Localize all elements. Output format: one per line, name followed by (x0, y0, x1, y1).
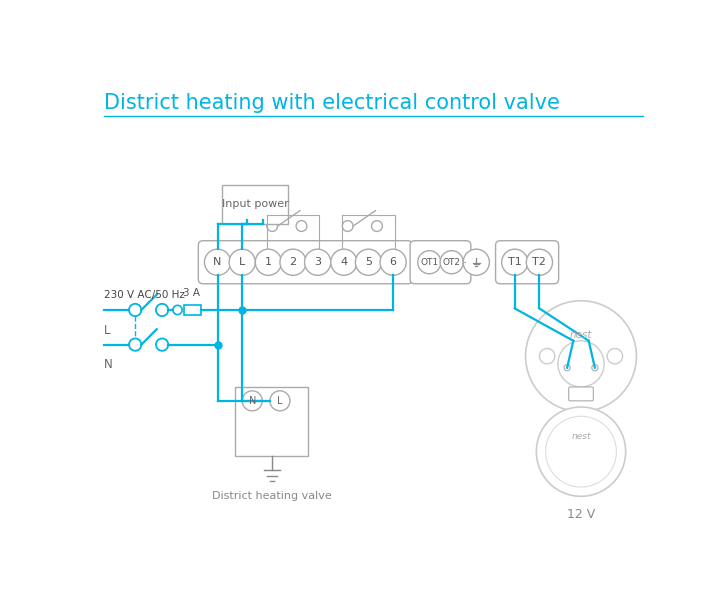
Circle shape (545, 416, 617, 487)
Text: 6: 6 (389, 257, 397, 267)
Circle shape (355, 249, 381, 276)
Text: N: N (248, 396, 256, 406)
Circle shape (270, 391, 290, 411)
Text: N: N (213, 257, 222, 267)
Text: T2: T2 (532, 257, 546, 267)
Circle shape (418, 251, 441, 274)
Circle shape (173, 305, 182, 315)
Text: L: L (277, 396, 282, 406)
Circle shape (296, 220, 307, 232)
Text: L: L (239, 257, 245, 267)
Circle shape (607, 349, 622, 364)
Text: District heating with electrical control valve: District heating with electrical control… (103, 93, 560, 113)
FancyBboxPatch shape (569, 387, 593, 401)
Circle shape (342, 220, 353, 232)
FancyBboxPatch shape (410, 241, 471, 284)
Bar (235, 387, 309, 456)
Circle shape (526, 249, 553, 276)
Circle shape (537, 407, 625, 497)
Text: 12 V: 12 V (567, 508, 595, 521)
Bar (222, 185, 288, 224)
Circle shape (280, 249, 306, 276)
Circle shape (526, 301, 636, 412)
Circle shape (229, 249, 256, 276)
Circle shape (267, 220, 277, 232)
Text: District heating valve: District heating valve (212, 491, 332, 501)
Text: N: N (103, 359, 112, 371)
Circle shape (539, 349, 555, 364)
Text: 4: 4 (340, 257, 347, 267)
Circle shape (256, 249, 282, 276)
Text: 3 A: 3 A (183, 288, 200, 298)
Text: 5: 5 (365, 257, 372, 267)
Circle shape (242, 391, 262, 411)
Text: T1: T1 (508, 257, 522, 267)
Text: 2: 2 (290, 257, 296, 267)
Text: nest: nest (570, 330, 593, 340)
Text: 3: 3 (314, 257, 321, 267)
Circle shape (380, 249, 406, 276)
Circle shape (156, 304, 168, 316)
Circle shape (502, 249, 528, 276)
Circle shape (129, 339, 141, 351)
Circle shape (371, 220, 382, 232)
Circle shape (558, 341, 604, 387)
Circle shape (156, 339, 168, 351)
Text: Input power: Input power (221, 200, 288, 210)
Text: OT1: OT1 (420, 258, 438, 267)
Circle shape (440, 251, 463, 274)
Circle shape (463, 249, 489, 276)
FancyBboxPatch shape (198, 241, 412, 284)
Text: L: L (103, 324, 110, 337)
FancyBboxPatch shape (496, 241, 558, 284)
Text: 230 V AC/50 Hz: 230 V AC/50 Hz (103, 290, 184, 299)
Circle shape (564, 365, 570, 371)
Circle shape (592, 365, 598, 371)
Bar (183, 305, 201, 315)
Text: 1: 1 (265, 257, 272, 267)
Text: OT2: OT2 (443, 258, 461, 267)
Text: nest: nest (571, 432, 590, 441)
Circle shape (331, 249, 357, 276)
Circle shape (304, 249, 331, 276)
Circle shape (205, 249, 231, 276)
Circle shape (129, 304, 141, 316)
